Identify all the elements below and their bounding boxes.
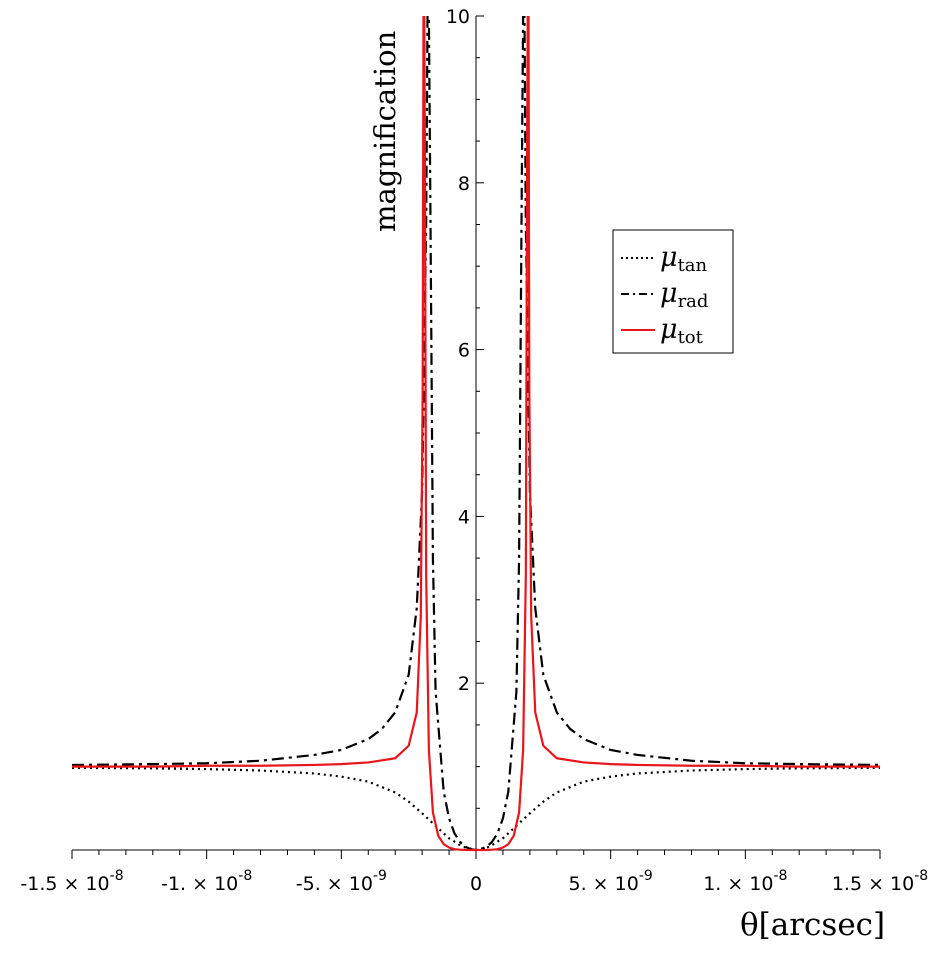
legend-label-symbol: μ <box>660 314 678 345</box>
x-tick-label-exponent: -8 <box>914 868 928 884</box>
x-tick-label: 1.5 × 10-8 <box>832 868 928 895</box>
x-tick-label-exponent: -9 <box>639 868 653 884</box>
y-tick-label: 10 <box>446 6 470 28</box>
y-ticks: 2 4 6 8 10 <box>446 6 484 809</box>
y-tick-label: 8 <box>458 173 470 195</box>
x-tick-label-base: 5. × 10 <box>569 873 639 895</box>
legend-box <box>612 229 734 354</box>
x-tick-label: 5. × 10-9 <box>569 868 653 895</box>
x-tick-label-exponent: -9 <box>373 868 387 884</box>
y-tick-label: 4 <box>458 506 470 528</box>
legend-label-tot: μtot <box>660 314 704 348</box>
x-tick-label-base: -1. × 10 <box>161 873 238 895</box>
x-tick-label-base: 1. × 10 <box>703 873 773 895</box>
x-tick-label: -1. × 10-8 <box>161 868 252 895</box>
legend-label-symbol: μ <box>660 242 678 273</box>
legend-label-subscript: tan <box>678 255 708 276</box>
x-tick-label: 0 <box>470 873 482 895</box>
x-tick-label-exponent: -8 <box>238 868 252 884</box>
legend-label-rad: μrad <box>660 278 708 312</box>
x-tick-label: -1.5 × 10-8 <box>20 868 123 895</box>
x-tick-label-base: -5. × 10 <box>296 873 373 895</box>
x-tick-label-exponent: -8 <box>110 868 124 884</box>
x-tick-label-exponent: -8 <box>774 868 788 884</box>
legend-label-symbol: μ <box>660 278 678 309</box>
legend-label-tan: μtan <box>660 242 708 276</box>
y-axis-label: magnification <box>368 31 402 232</box>
x-ticks: -1.5 × 10-8 -1. × 10-8 -5. × 10-9 0 5. × 10-… <box>20 850 928 895</box>
y-tick-label: 2 <box>458 673 470 695</box>
legend-label-subscript: rad <box>678 291 709 312</box>
x-tick-label: -5. × 10-9 <box>296 868 387 895</box>
x-tick-label-base: 1.5 × 10 <box>832 873 914 895</box>
x-tick-label-base: 0 <box>470 873 482 895</box>
legend-label-subscript: tot <box>678 327 704 348</box>
x-tick-label: 1. × 10-8 <box>703 868 787 895</box>
series-line-tot <box>72 16 880 852</box>
x-tick-label-base: -1.5 × 10 <box>20 873 109 895</box>
x-axis-label: θ[arcsec] <box>740 907 885 943</box>
y-tick-label: 6 <box>458 340 470 362</box>
series-layer <box>72 16 880 852</box>
